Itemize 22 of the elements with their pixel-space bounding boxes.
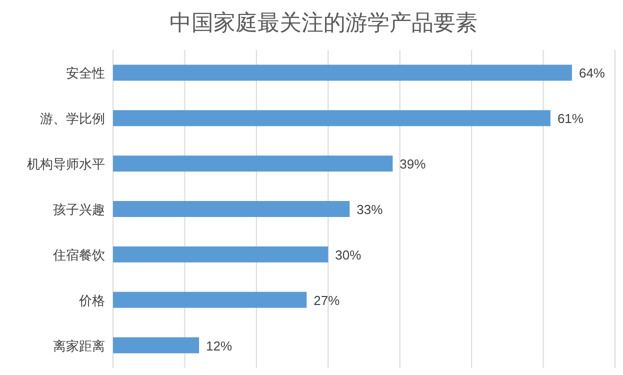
bar bbox=[113, 110, 550, 126]
bar bbox=[113, 156, 393, 172]
bar bbox=[113, 337, 200, 354]
y-tick-label: 游、学比例 bbox=[40, 111, 105, 126]
bar bbox=[113, 201, 350, 217]
data-label: 64% bbox=[578, 66, 606, 81]
bar bbox=[113, 292, 307, 308]
data-label: 61% bbox=[557, 111, 584, 126]
bar bbox=[113, 246, 328, 262]
y-tick-label: 住宿餐饮 bbox=[52, 247, 105, 262]
y-tick-label: 机构导师水平 bbox=[27, 156, 105, 172]
data-label: 27% bbox=[314, 292, 340, 308]
data-label: 12% bbox=[206, 338, 233, 354]
data-label: 39% bbox=[400, 156, 426, 172]
chart-title: 中国家庭最关注的游学产品要素 bbox=[170, 11, 478, 36]
data-label: 33% bbox=[356, 202, 384, 217]
y-tick-label: 离家距离 bbox=[53, 338, 105, 354]
bar bbox=[113, 64, 572, 81]
y-tick-label: 安全性 bbox=[66, 66, 105, 81]
y-tick-label: 孩子兴趣 bbox=[53, 202, 105, 217]
data-label: 30% bbox=[335, 247, 362, 262]
y-tick-label: 价格 bbox=[78, 292, 105, 308]
